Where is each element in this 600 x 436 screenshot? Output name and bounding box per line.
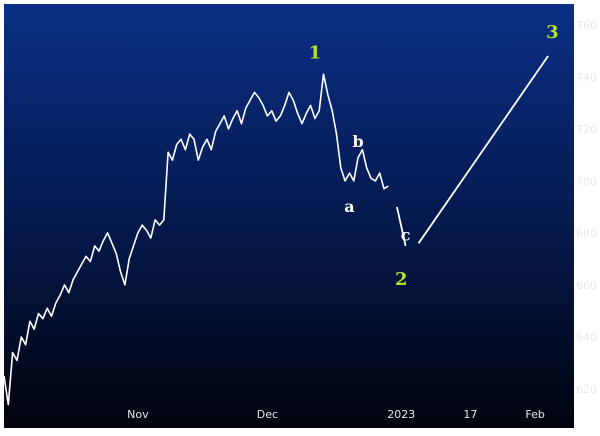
plot-background	[4, 4, 574, 428]
x-tick-label: Nov	[127, 408, 149, 421]
wave-label-a: a	[344, 197, 354, 216]
wave-label-c: c	[401, 226, 411, 245]
y-tick-label: 700	[576, 175, 597, 188]
y-axis: 760 740 720 700 680 660 640 620	[576, 19, 597, 396]
y-tick-label: 660	[576, 279, 597, 292]
y-tick-label: 620	[576, 383, 597, 396]
x-tick-label: Feb	[525, 408, 544, 421]
x-axis: Nov Dec 2023 17 Feb	[127, 408, 545, 421]
y-tick-label: 740	[576, 71, 597, 84]
x-tick-label: 17	[463, 408, 477, 421]
projection-line	[417, 55, 549, 244]
projection-line	[396, 206, 407, 247]
x-tick-label: 2023	[387, 408, 415, 421]
y-tick-label: 760	[576, 19, 597, 32]
x-tick-label: Dec	[257, 408, 278, 421]
y-tick-label: 720	[576, 123, 597, 136]
wave-label-b: b	[352, 132, 363, 151]
y-tick-label: 680	[576, 227, 597, 240]
projection-lines	[396, 55, 549, 247]
wave-label-2: 2	[395, 269, 408, 290]
wave-annotations: 1 2 3 a b c	[309, 22, 559, 290]
wave-label-3: 3	[546, 22, 559, 43]
price-series-line	[3, 73, 389, 406]
y-tick-label: 640	[576, 331, 597, 344]
wave-label-1: 1	[309, 43, 322, 64]
